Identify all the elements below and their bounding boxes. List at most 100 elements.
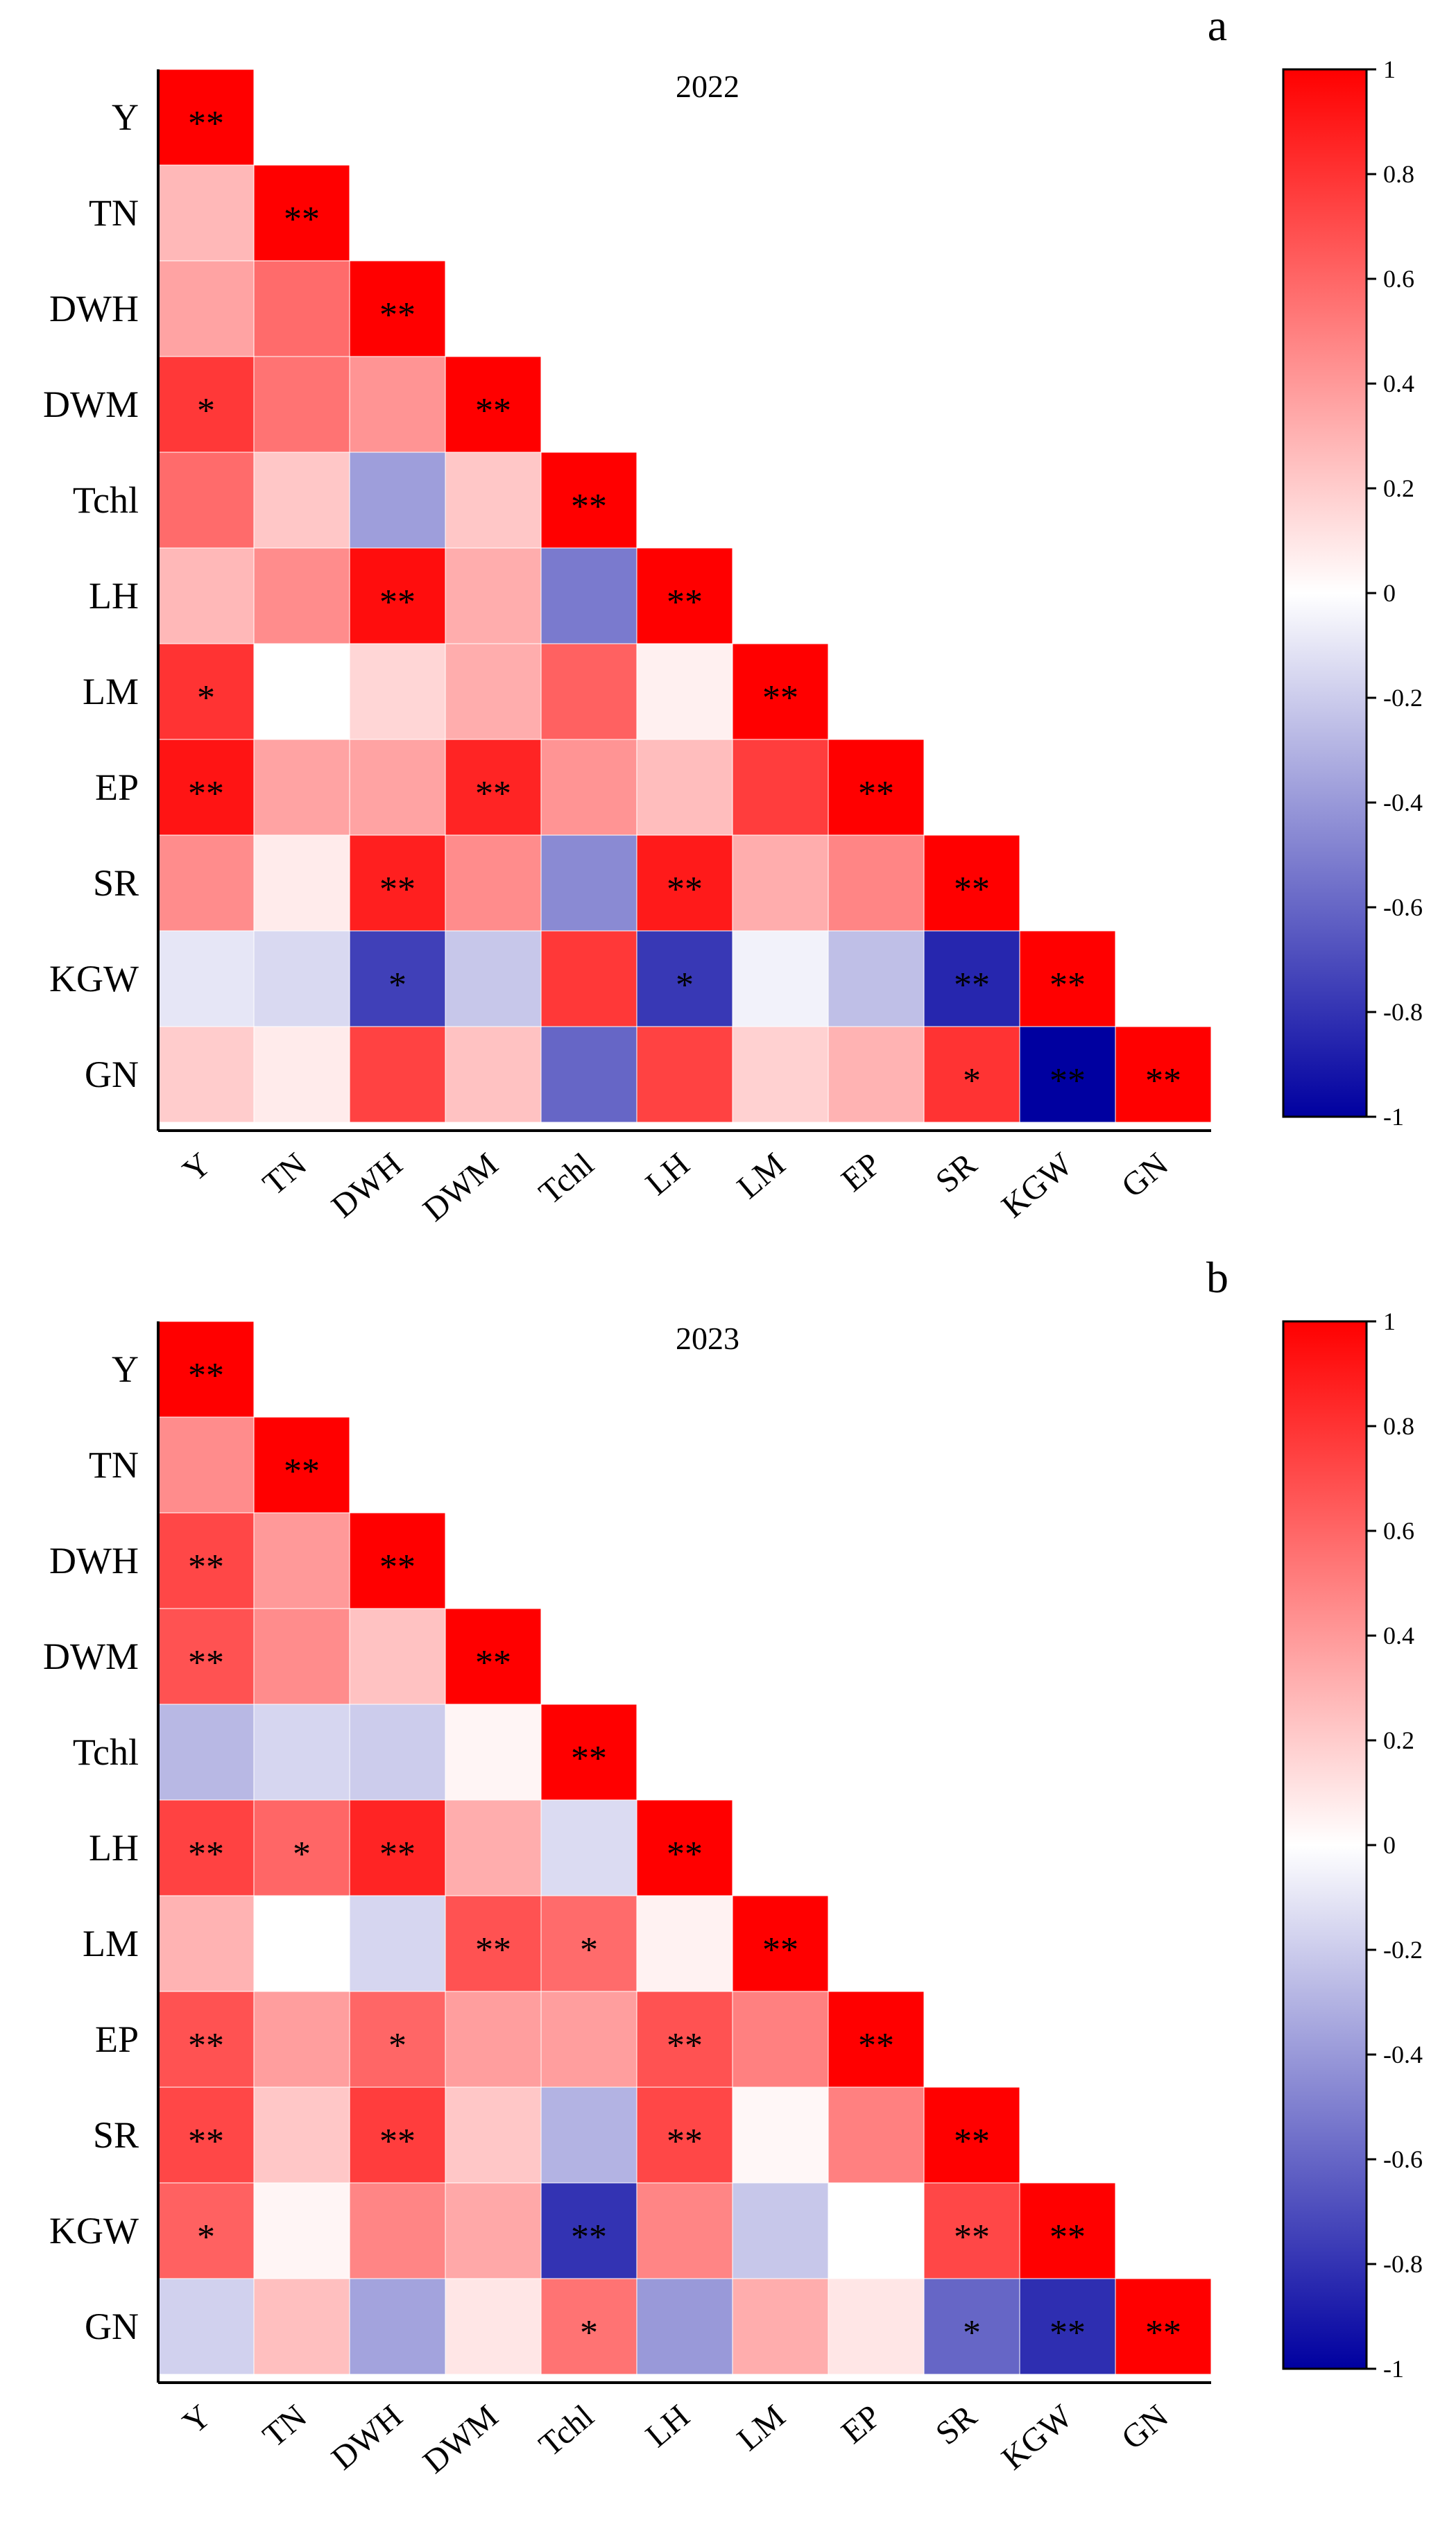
heatmap-cell (445, 2278, 542, 2375)
heatmap-cell (636, 2278, 733, 2375)
significance-mark: * (388, 966, 406, 1005)
colorbar-tick-label: 0.8 (1383, 160, 1414, 188)
colorbar-tick-label: -0.2 (1383, 684, 1423, 712)
significance-mark: ** (1050, 2313, 1086, 2353)
heatmap-cell (732, 2278, 829, 2375)
colorbar-tick-label: 0.2 (1383, 474, 1414, 502)
heatmap-cell (828, 2278, 925, 2375)
column-label: KGW (995, 1145, 1079, 1225)
colorbar-tick-label: 0.4 (1383, 1622, 1414, 1649)
significance-mark: ** (188, 1643, 224, 1683)
row-label: DWH (49, 1540, 139, 1581)
heatmap-cell (636, 547, 733, 644)
heatmap-cell (540, 547, 637, 644)
row-label: LH (89, 575, 139, 617)
heatmap-cell (445, 1895, 542, 1992)
heatmap-cell (828, 834, 925, 932)
significance-mark: ** (379, 2122, 416, 2161)
heatmap-cell (157, 2086, 255, 2184)
heatmap-cell (349, 2278, 446, 2375)
heatmap-cell (540, 2182, 637, 2279)
heatmap-cell (636, 1895, 733, 1992)
significance-mark: ** (379, 1835, 416, 1874)
column-label: EP (834, 2398, 888, 2451)
heatmap-cell (540, 930, 637, 1027)
heatmap-cell (253, 164, 350, 262)
colorbar-tick-label: -1 (1383, 1103, 1404, 1131)
row-label: TN (89, 192, 139, 234)
significance-mark: * (197, 2218, 215, 2257)
heatmap-cell (828, 930, 925, 1027)
column-label: Tchl (532, 2398, 601, 2464)
column-label: Y (175, 2398, 218, 2442)
heatmap-cell (732, 2086, 829, 2184)
significance-mark: ** (954, 966, 990, 1005)
heatmap-cell (732, 643, 829, 740)
heatmap-cell (253, 2182, 350, 2279)
significance-mark: * (197, 391, 215, 431)
significance-mark: ** (667, 583, 703, 622)
significance-mark: ** (762, 1930, 798, 1970)
column-label: LH (639, 1146, 696, 1203)
significance-mark: ** (1145, 2313, 1181, 2353)
colorbar-tick-label: -0.8 (1383, 2250, 1423, 2278)
significance-mark: ** (571, 1739, 607, 1778)
significance-mark: ** (858, 774, 894, 814)
column-label: GN (1115, 1146, 1175, 1205)
column-label: TN (256, 2398, 314, 2455)
panel-label: b (1206, 1253, 1228, 1302)
significance-mark: ** (284, 1452, 320, 1491)
heatmap-cell (157, 1026, 255, 1123)
heatmap-cell (253, 452, 350, 549)
heatmap-cell (349, 2182, 446, 2279)
significance-mark: ** (188, 2122, 224, 2161)
colorbar-tick-label: 0.2 (1383, 1726, 1414, 1754)
heatmap-cell (445, 547, 542, 644)
row-label: TN (89, 1444, 139, 1486)
row-labels: Y TN DWH DWM Tchl LH LM EP SR KGW GN (43, 96, 139, 1095)
row-label: DWM (43, 384, 139, 425)
heatmap-cell (732, 930, 829, 1027)
colorbar-tick-label: -0.2 (1383, 1936, 1423, 1964)
heatmap-cell (349, 1512, 446, 1609)
significance-mark: ** (379, 583, 416, 622)
heatmap-cell (540, 643, 637, 740)
row-label: SR (93, 862, 139, 904)
significance-mark: ** (667, 870, 703, 909)
colorbar-tick-label: 1 (1383, 1308, 1396, 1335)
column-label: SR (929, 2398, 984, 2452)
row-label: DWM (43, 1636, 139, 1677)
heatmap-cell (1115, 2278, 1212, 2375)
heatmap-cell (445, 930, 542, 1027)
heatmap-cell (445, 834, 542, 932)
column-label: LH (639, 2398, 696, 2455)
row-label: LH (89, 1827, 139, 1869)
heatmap-cell (540, 1799, 637, 1896)
significance-mark: ** (762, 678, 798, 718)
heatmap-cell (253, 1512, 350, 1609)
heatmap-cell (157, 1895, 255, 1992)
significance-mark: ** (1145, 1061, 1181, 1101)
heatmap-cell (636, 1991, 733, 2088)
heatmap-cells: ****************************************… (157, 69, 1212, 1123)
significance-mark: ** (475, 391, 511, 431)
heatmap-cell (157, 260, 255, 357)
significance-mark: * (293, 1835, 311, 1874)
heatmap-cell (157, 69, 255, 166)
heatmap-cell (349, 834, 446, 932)
heatmap-cell (540, 452, 637, 549)
colorbar-tick-label: -1 (1383, 2355, 1404, 2383)
heatmap-cell (828, 1026, 925, 1123)
row-label: Y (112, 96, 139, 138)
heatmap-cell (253, 356, 350, 453)
column-label: DWH (325, 2398, 409, 2477)
heatmap-cell (540, 739, 637, 836)
significance-mark: ** (1050, 966, 1086, 1005)
row-label: LM (83, 671, 139, 712)
heatmap-cell (445, 356, 542, 453)
heatmap-cell (732, 1026, 829, 1123)
row-label: Y (112, 1348, 139, 1390)
colorbar: 1 0.8 0.6 0.4 0.2 0 -0.2 -0.4 -0.6 -0.8 -1 (1282, 55, 1423, 1131)
